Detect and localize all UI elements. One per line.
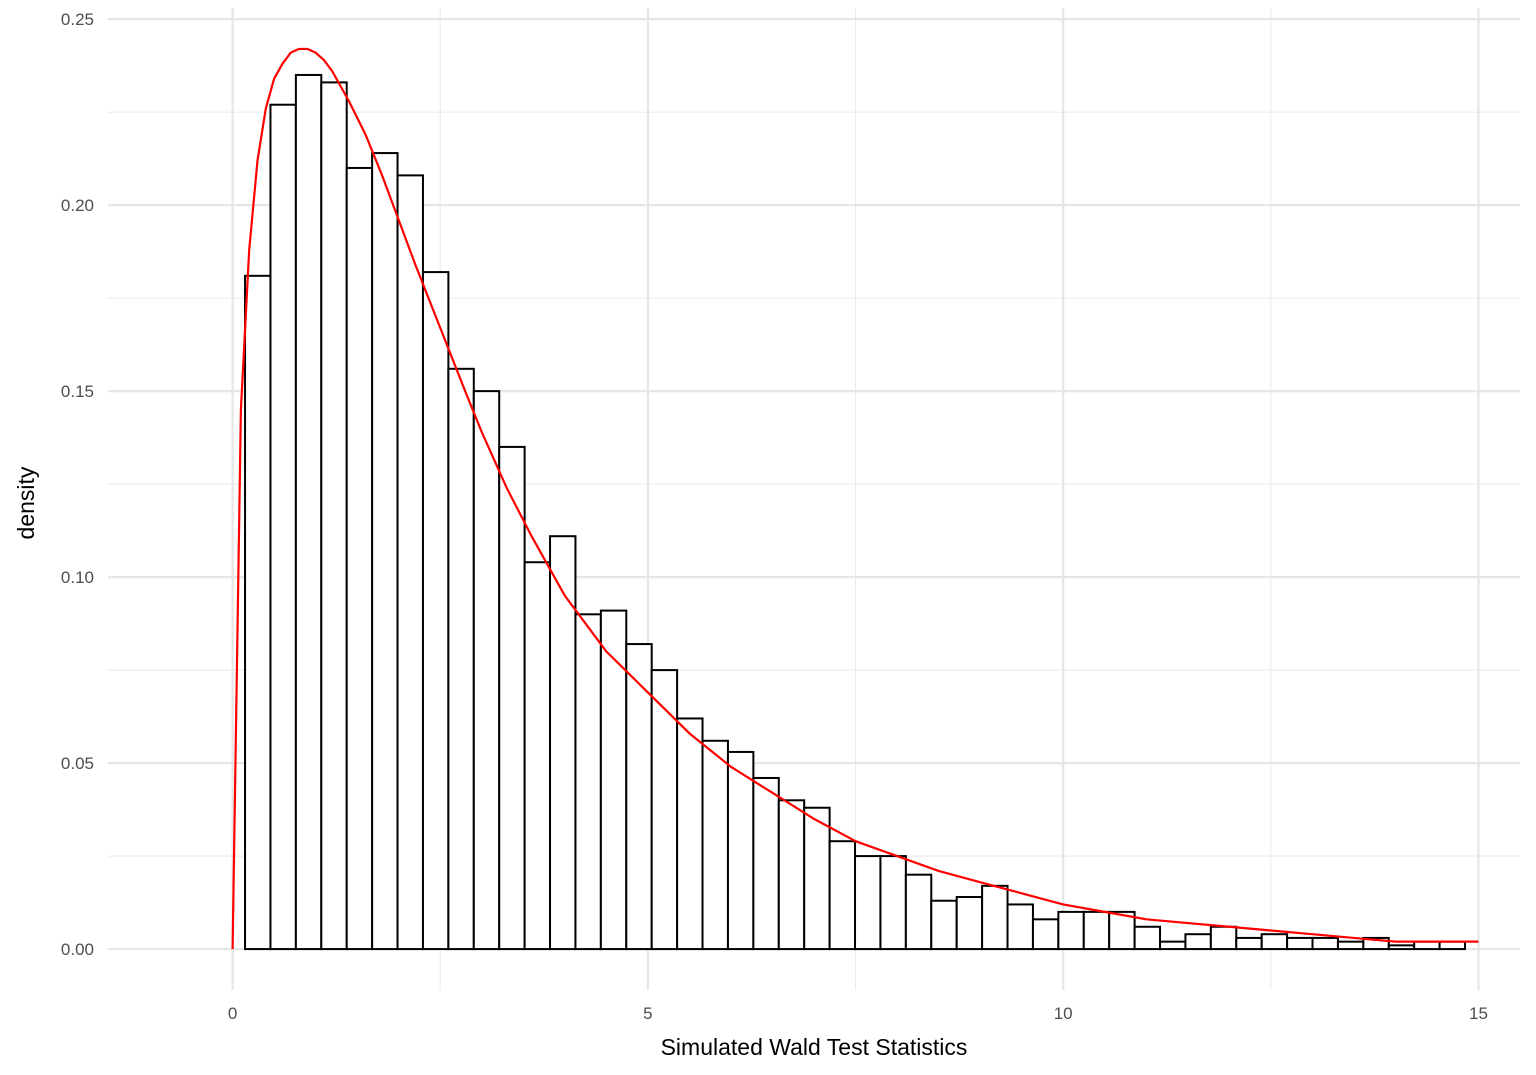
histogram-bar (676, 717, 704, 951)
histogram-bar (854, 855, 882, 951)
histogram-bar (1286, 936, 1314, 951)
histogram-bar (498, 445, 526, 951)
histogram-bar (244, 274, 272, 951)
histogram-bar (1260, 933, 1289, 951)
x-axis-tick-labels: 0 5 10 15 (228, 1004, 1488, 1023)
histogram-bar (1438, 940, 1467, 951)
histogram-bar (981, 884, 1009, 951)
y-tick-label: 0.15 (61, 382, 94, 401)
histogram-bar (1235, 936, 1263, 951)
x-axis-title: Simulated Wald Test Statistics (661, 1034, 968, 1060)
histogram-bar (1031, 918, 1060, 951)
histogram-bar (828, 840, 857, 951)
histogram-bar (904, 873, 933, 951)
x-tick-label: 15 (1469, 1004, 1488, 1023)
histogram-bar (1082, 910, 1111, 951)
x-tick-label: 5 (643, 1004, 652, 1023)
histogram-bar (447, 367, 475, 951)
histogram-bar (523, 561, 552, 951)
histogram-bars (244, 73, 1467, 951)
x-tick-label: 0 (228, 1004, 237, 1023)
histogram-bar (599, 609, 628, 951)
histogram-bar (1336, 940, 1365, 951)
y-axis-title: density (13, 466, 39, 539)
histogram-bar (1362, 936, 1390, 951)
histogram-bar (1209, 925, 1238, 951)
histogram-bar (803, 806, 831, 951)
histogram-bar (472, 390, 501, 951)
histogram-bar (752, 776, 780, 951)
y-tick-label: 0.20 (61, 196, 94, 215)
histogram-bar (1413, 940, 1441, 951)
histogram-bar (726, 750, 755, 951)
histogram-bar (930, 899, 958, 951)
histogram-bar (701, 739, 729, 951)
histogram-bar (1184, 933, 1212, 951)
y-axis-tick-labels: 0.00 0.05 0.10 0.15 0.20 0.25 (61, 10, 94, 959)
histogram-bar (549, 535, 577, 951)
density-curve-layer (231, 47, 1479, 950)
histogram-bar (1133, 925, 1162, 951)
histogram-bar (421, 271, 450, 951)
histogram-bar (955, 896, 984, 951)
histogram-bar (396, 174, 424, 951)
x-tick-label: 10 (1054, 1004, 1073, 1023)
histogram-bar (294, 73, 323, 951)
histogram-bar (1311, 936, 1339, 951)
histogram-bar (1159, 940, 1187, 951)
histogram-bar (625, 643, 653, 951)
histogram-bar (371, 152, 399, 951)
histogram-bar (574, 613, 602, 951)
histogram-bar (879, 855, 907, 951)
histogram-bar (1387, 944, 1416, 951)
histogram-bar (1108, 910, 1136, 951)
histogram-bar (269, 103, 297, 951)
y-tick-label: 0.25 (61, 10, 94, 29)
density-curve (231, 47, 1479, 950)
histogram-bar (650, 669, 679, 951)
histogram-bar (1006, 903, 1034, 951)
y-tick-label: 0.10 (61, 568, 94, 587)
histogram-bar (1057, 910, 1085, 951)
histogram-bar (777, 799, 806, 951)
y-tick-label: 0.00 (61, 940, 94, 959)
y-tick-label: 0.05 (61, 754, 94, 773)
histogram-bar (345, 166, 374, 951)
histogram-bar (320, 81, 348, 951)
